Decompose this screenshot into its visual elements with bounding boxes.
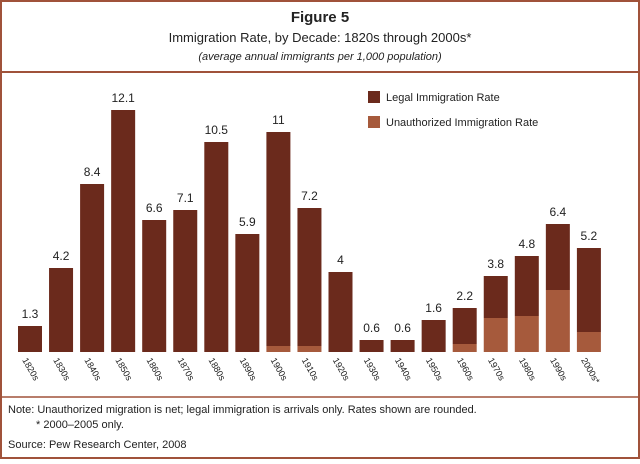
bar (235, 234, 260, 352)
total-label: 1.6 (425, 301, 442, 315)
total-label: 5.9 (239, 215, 256, 229)
x-tick-label: 1840s (82, 356, 103, 383)
bar (173, 210, 198, 352)
total-label: 0.6 (363, 321, 380, 335)
x-tick-label: 1940s (393, 356, 414, 383)
x-tick-label: 1860s (144, 356, 165, 383)
total-label: 4.2 (53, 249, 70, 263)
note: * 2000–2005 only. (36, 419, 124, 431)
bar (545, 290, 570, 352)
total-label: 6.6 (146, 201, 163, 215)
bar (297, 346, 322, 352)
x-tick-label: 1870s (176, 356, 197, 383)
x-tick-label: 1960s (455, 356, 476, 383)
x-tick-label: 1820s (20, 356, 41, 383)
x-tick-label: 1850s (113, 356, 134, 383)
note: Note: Unauthorized migration is net; leg… (8, 404, 477, 416)
x-tick-label: 1900s (269, 356, 290, 383)
bar (142, 220, 167, 352)
chart-title: Figure 5 (291, 9, 349, 26)
bar (266, 346, 291, 352)
total-label: 7.1 (177, 191, 194, 205)
total-label: 7.2 (301, 189, 318, 203)
bar (266, 132, 291, 346)
bar (49, 268, 74, 352)
bar (576, 248, 601, 332)
x-tick-label: 1830s (51, 356, 72, 383)
bar (328, 272, 353, 352)
total-label: 0.6 (394, 321, 411, 335)
x-tick-label: 1930s (362, 356, 383, 383)
bar (452, 344, 477, 352)
source: Source: Pew Research Center, 2008 (8, 439, 187, 451)
bar (18, 326, 42, 352)
total-label: 4 (337, 253, 344, 267)
bar (111, 110, 136, 352)
bar (483, 276, 508, 318)
bar (576, 332, 601, 352)
x-tick-label: 1890s (238, 356, 259, 383)
bar (421, 320, 446, 352)
total-label: 1.3 (22, 307, 39, 321)
bar (390, 340, 415, 352)
legend-label: Unauthorized Immigration Rate (386, 117, 538, 129)
bar (452, 308, 477, 344)
total-label: 10.5 (205, 123, 229, 137)
x-tick-label: 1970s (486, 356, 507, 383)
legend-label: Legal Immigration Rate (386, 92, 500, 104)
total-label: 3.8 (487, 257, 504, 271)
bar (545, 224, 570, 290)
x-tick-label: 1880s (207, 356, 228, 383)
total-label: 5.2 (581, 229, 598, 243)
x-tick-label: 1990s (548, 356, 569, 383)
total-label: 6.4 (550, 205, 567, 219)
total-label: 8.4 (84, 165, 101, 179)
x-tick-label: 1920s (331, 356, 352, 383)
x-tick-label: 1950s (424, 356, 445, 383)
bar (483, 318, 508, 352)
bar (80, 184, 105, 352)
total-label: 4.8 (518, 237, 535, 251)
bar (514, 316, 539, 352)
bar (297, 208, 322, 346)
total-label: 11 (272, 113, 285, 127)
x-tick-label: 2000s* (579, 356, 602, 386)
chart-subtitle: Immigration Rate, by Decade: 1820s throu… (169, 30, 472, 45)
bar (204, 142, 229, 352)
legend-swatch (368, 116, 380, 128)
units-note: (average annual immigrants per 1,000 pop… (198, 51, 442, 63)
bar (359, 340, 384, 352)
bar (514, 256, 539, 316)
x-tick-label: 1910s (300, 356, 321, 383)
total-label: 2.2 (456, 289, 473, 303)
total-label: 12.1 (111, 91, 135, 105)
legend-swatch (368, 91, 380, 103)
x-tick-label: 1980s (517, 356, 538, 383)
